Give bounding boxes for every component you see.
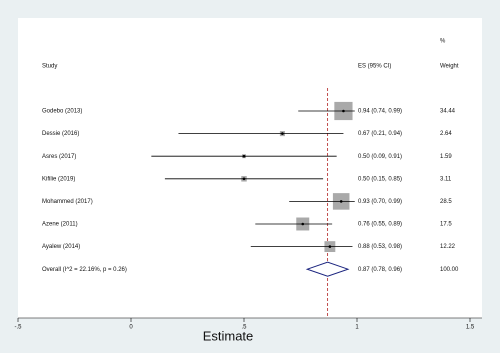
weight-label: 28.5 xyxy=(440,199,452,205)
x-tick-label: -.5 xyxy=(14,325,22,331)
point-estimate xyxy=(242,154,246,158)
point-estimate xyxy=(328,245,332,248)
overall-label: Overall (I^2 = 22.16%, p = 0.26) xyxy=(42,267,127,273)
weight-label: 17.5 xyxy=(440,222,452,228)
study-label: Kifilie (2019) xyxy=(42,176,75,182)
x-tick-label: .5 xyxy=(241,325,247,331)
weight-label: 2.64 xyxy=(440,131,452,137)
study-label: Ayalew (2014) xyxy=(42,244,80,250)
es-label: 0.76 (0.55, 0.89) xyxy=(358,222,402,228)
weight-label: 3.11 xyxy=(440,176,452,182)
study-label: Asres (2017) xyxy=(42,154,76,160)
overall-weight-label: 100.00 xyxy=(440,267,459,273)
x-tick-label: 0 xyxy=(129,325,133,331)
es-label: 0.67 (0.21, 0.94) xyxy=(358,131,402,137)
overall-es-label: 0.87 (0.78, 0.96) xyxy=(358,267,402,273)
plot-area xyxy=(18,18,482,318)
weight-label: 12.22 xyxy=(440,244,456,250)
study-label: Mohammed (2017) xyxy=(42,199,93,205)
es-label: 0.93 (0.70, 0.99) xyxy=(358,199,402,205)
header-es: ES (95% CI) xyxy=(358,64,391,70)
weight-label: 34.44 xyxy=(440,109,456,115)
header-weight-top: % xyxy=(440,39,446,45)
overall-diamond xyxy=(305,261,350,277)
header-weight: Weight xyxy=(440,64,459,70)
es-label: 0.94 (0.74, 0.99) xyxy=(358,109,402,115)
es-label: 0.88 (0.53, 0.98) xyxy=(358,244,402,250)
header-study: Study xyxy=(42,64,57,70)
point-estimate xyxy=(242,177,246,181)
x-tick-label: 1 xyxy=(355,325,359,331)
x-tick-label: 1.5 xyxy=(466,325,475,331)
point-estimate xyxy=(281,132,284,135)
study-label: Dessie (2016) xyxy=(42,131,79,137)
weight-label: 1.59 xyxy=(440,154,452,160)
study-label: Godebo (2013) xyxy=(42,109,82,115)
point-estimate xyxy=(339,200,343,203)
es-label: 0.50 (0.15, 0.85) xyxy=(358,176,402,182)
point-estimate xyxy=(342,109,345,113)
study-label: Azene (2011) xyxy=(42,222,78,228)
point-estimate xyxy=(301,222,305,226)
x-axis-label: Estimate xyxy=(203,328,254,343)
es-label: 0.50 (0.09, 0.91) xyxy=(358,154,402,160)
